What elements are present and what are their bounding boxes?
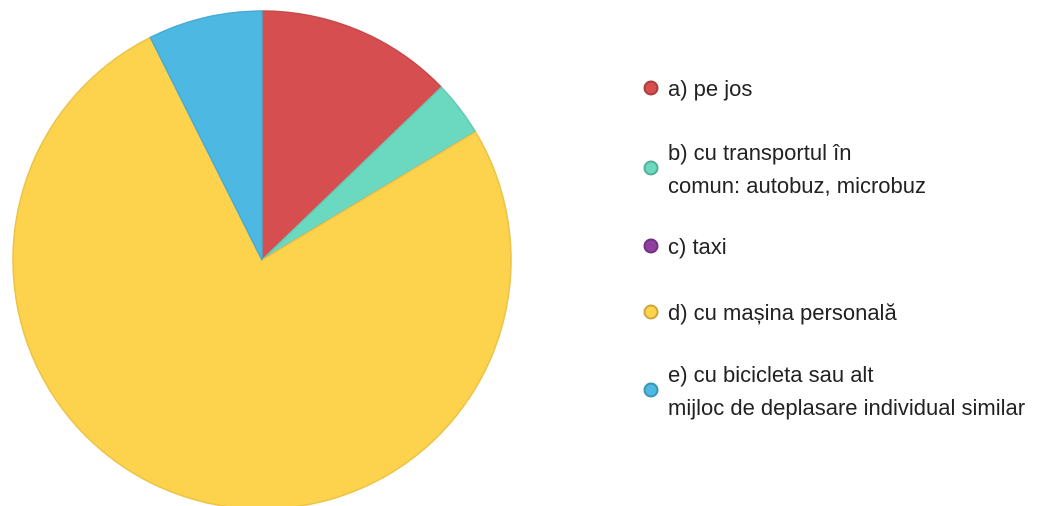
legend-marker xyxy=(643,160,659,176)
legend-label: c) taxi xyxy=(668,234,727,259)
pie-slice xyxy=(149,10,263,261)
legend-label: b) cu transportul în comun: autobuz, micr… xyxy=(668,140,926,198)
legend-marker xyxy=(643,382,659,398)
pie-slice xyxy=(261,10,443,262)
legend-label: a) pe jos xyxy=(668,76,752,101)
pie-slice xyxy=(12,36,512,506)
legend-marker xyxy=(643,80,659,96)
legend-label: e) cu bicicleta sau alt mijloc de deplasa… xyxy=(668,362,1025,420)
legend-marker xyxy=(643,304,659,320)
legend-label: d) cu mașina personală xyxy=(668,300,897,325)
legend-marker xyxy=(643,238,659,254)
